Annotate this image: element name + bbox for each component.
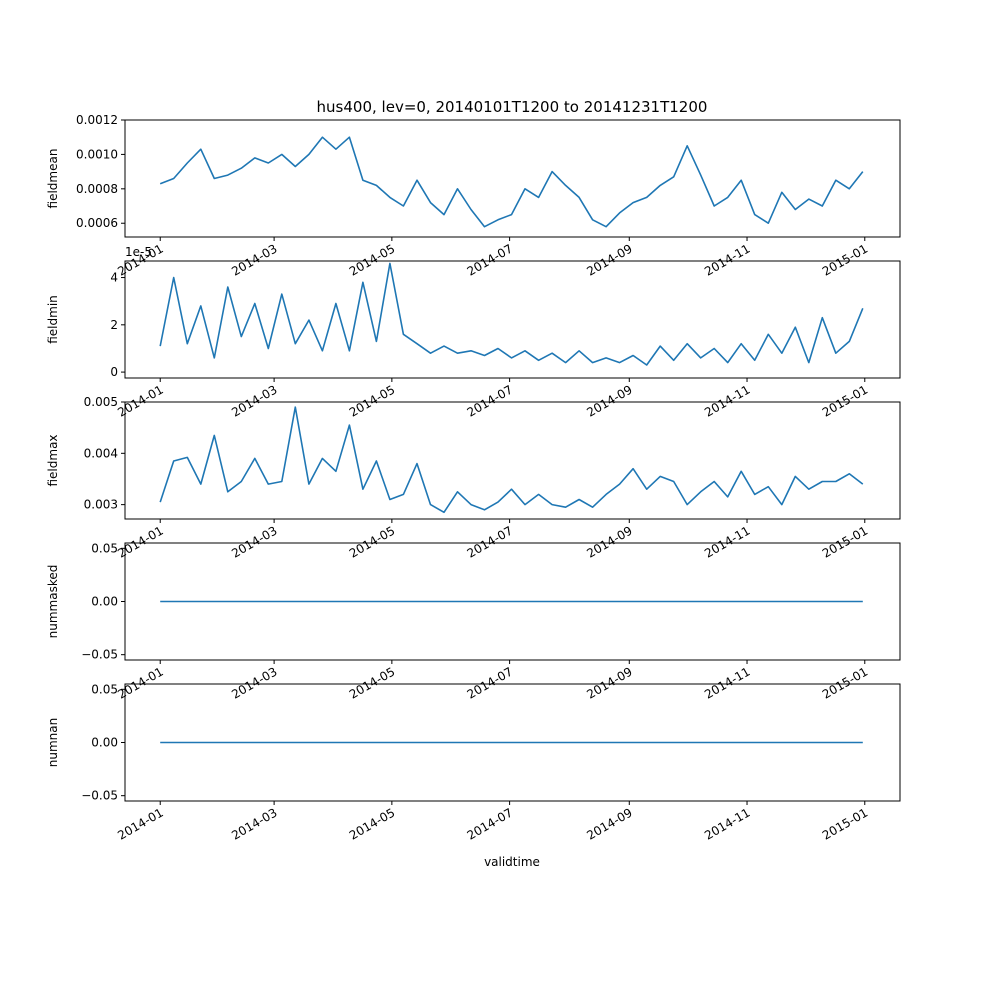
y-axis-label: numnan: [46, 718, 60, 767]
y-tick-label: 0.003: [84, 498, 118, 512]
y-tick-label: 0.0012: [76, 113, 118, 127]
y-tick-label: 0.05: [91, 541, 118, 555]
y-tick-label: 0.00: [91, 736, 118, 750]
y-tick-label: −0.05: [81, 789, 118, 803]
y-tick-label: 0: [110, 365, 118, 379]
y-axis-label: fieldmin: [46, 295, 60, 344]
y-tick-label: 0.005: [84, 395, 118, 409]
y-tick-label: −0.05: [81, 648, 118, 662]
y-tick-label: 0.0010: [76, 147, 118, 161]
axes-frame-fieldmax: [124, 401, 901, 520]
y-tick-label: 2: [110, 318, 118, 332]
series-line-fieldmin: [159, 262, 864, 366]
axes-frame-fieldmean: [124, 119, 901, 238]
y-axis-label: fieldmax: [46, 434, 60, 486]
figure-title: hus400, lev=0, 20140101T1200 to 20141231…: [317, 98, 708, 116]
y-tick-label: 0.0008: [76, 182, 118, 196]
y-tick-label: 0.00: [91, 595, 118, 609]
series-line-fieldmean: [159, 136, 864, 228]
axes-frame-fieldmin: [124, 260, 901, 379]
y-offset-text: 1e-5: [125, 245, 152, 259]
y-tick-label: 0.05: [91, 682, 118, 696]
y-tick-label: 0.004: [84, 446, 118, 460]
y-tick-label: 0.0006: [76, 216, 118, 230]
y-axis-label: nummasked: [46, 565, 60, 639]
y-axis-label: fieldmean: [46, 149, 60, 209]
y-tick-label: 4: [110, 271, 118, 285]
series-line-fieldmax: [159, 406, 864, 514]
x-axis-label: validtime: [484, 855, 540, 869]
